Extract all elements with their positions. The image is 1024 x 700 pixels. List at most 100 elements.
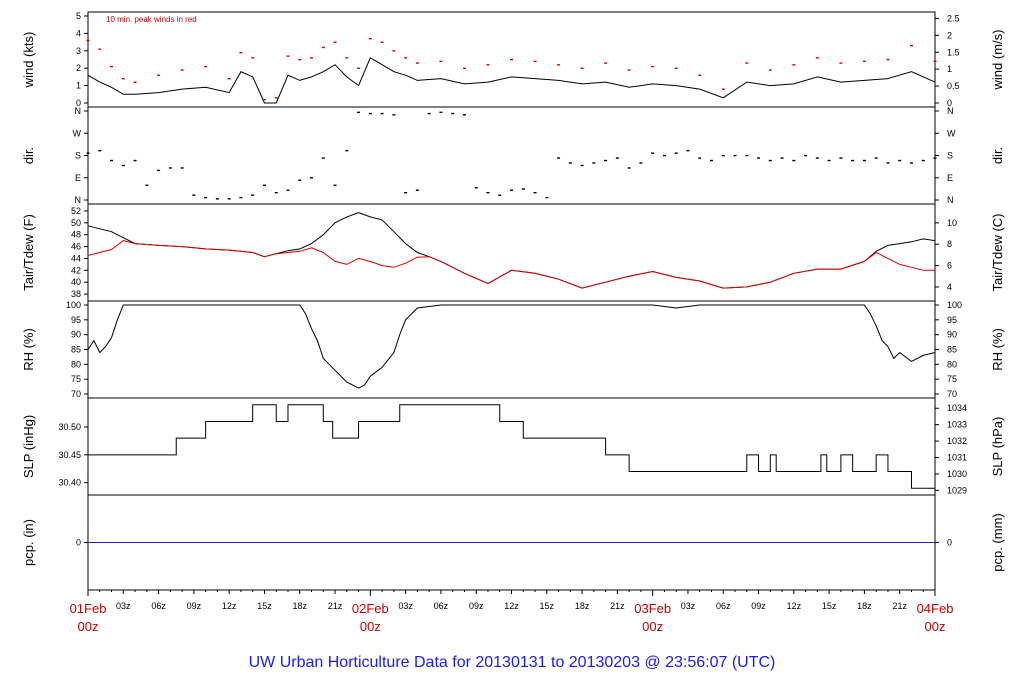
direction-point — [121, 164, 125, 167]
direction-point — [168, 167, 172, 169]
direction-point — [274, 191, 278, 194]
peak-point — [157, 74, 161, 76]
chart-title: UW Urban Horticulture Data for 20130131 … — [249, 654, 776, 671]
peak-point — [674, 67, 678, 69]
direction-point — [333, 184, 337, 186]
peak-point — [286, 55, 290, 57]
direction-point — [921, 159, 925, 162]
right-tick-label: N — [947, 106, 954, 116]
direction-point — [827, 159, 831, 162]
direction-point — [886, 162, 890, 164]
direction-point — [98, 149, 102, 152]
peak-point — [909, 44, 913, 47]
peak-point — [180, 69, 184, 71]
peak-point — [239, 51, 243, 54]
right-tick-label: 75 — [947, 374, 957, 384]
right-tick-label: 6 — [947, 261, 952, 271]
peak-point — [392, 50, 396, 52]
direction-point — [521, 188, 525, 190]
peak-point — [933, 60, 937, 63]
x-hour-tick-label: 21z — [328, 601, 343, 611]
x-hour-tick-label: 03z — [681, 601, 696, 611]
peak-point — [321, 46, 325, 49]
direction-point — [592, 162, 596, 164]
right-tick-label: 8 — [947, 239, 952, 249]
wind-line — [87, 57, 936, 104]
peak-point — [839, 62, 843, 64]
x-hour-tick-label: 09z — [187, 601, 202, 611]
right-tick-label: 2.5 — [947, 13, 960, 23]
panel-wind: 0 1 2 3 4 5 0 0.5 1 1.5 2 2.5 wind (kts) wind (m/s) 10… — [21, 11, 1005, 108]
x-hour-tick-label: 15z — [540, 601, 555, 611]
peak-point — [333, 41, 337, 43]
direction-point — [474, 187, 478, 189]
right-axis-label: wind (m/s) — [990, 30, 1005, 91]
x-hour-tick-label: 09z — [469, 601, 484, 611]
direction-point — [768, 159, 772, 162]
direction-point — [580, 164, 584, 167]
direction-point — [662, 154, 666, 157]
peak-point — [404, 57, 408, 59]
direction-point — [157, 169, 161, 172]
left-tick-label: 50 — [71, 218, 81, 228]
left-tick-label: N — [75, 106, 82, 116]
right-tick-label: 1033 — [947, 420, 967, 430]
direction-point — [757, 157, 761, 159]
left-tick-label: 48 — [71, 230, 81, 240]
peak-point — [651, 65, 655, 68]
direction-point — [745, 154, 749, 157]
left-tick-label: 38 — [71, 289, 81, 299]
peak-point — [204, 65, 208, 68]
direction-point — [533, 191, 537, 194]
x-hour-tick-label: 18z — [292, 601, 307, 611]
x-hour-tick-label: 18z — [575, 601, 590, 611]
right-tick-label: 100 — [947, 300, 962, 310]
direction-point — [286, 189, 290, 191]
left-tick-label: 52 — [71, 206, 81, 216]
left-tick-label: 4 — [76, 28, 81, 38]
x-hour-tick-label: 06z — [716, 601, 731, 611]
peak-point — [380, 41, 384, 43]
left-tick-label: 0 — [76, 98, 81, 108]
direction-point — [651, 152, 655, 154]
x-date-label: 03Feb — [634, 601, 671, 616]
peak-point — [98, 48, 102, 50]
direction-point — [721, 154, 725, 157]
x-hour-tick-label: 21z — [610, 601, 625, 611]
x-hour-label: 00z — [925, 619, 946, 634]
direction-point — [392, 114, 396, 116]
direction-point — [780, 157, 784, 159]
direction-point — [545, 196, 549, 199]
peak-point — [251, 57, 255, 59]
Tdew-line — [87, 240, 935, 289]
direction-point — [380, 112, 384, 115]
left-tick-label: 42 — [71, 265, 81, 275]
direction-point — [462, 114, 466, 116]
peak-point — [227, 78, 231, 80]
right-tick-label: 90 — [947, 330, 957, 340]
direction-point — [357, 111, 361, 114]
right-axis-label: Tair/Tdew (C) — [990, 213, 1005, 291]
right-tick-label: 4 — [947, 282, 952, 292]
panel-frame — [87, 203, 936, 302]
x-date-label: 04Feb — [917, 601, 954, 616]
right-tick-label: 0 — [947, 98, 952, 108]
right-tick-label: 1034 — [947, 403, 967, 413]
right-tick-label: S — [947, 151, 953, 161]
right-tick-label: N — [947, 195, 954, 205]
direction-point — [851, 159, 855, 162]
x-hour-tick-label: 18z — [857, 601, 872, 611]
left-tick-label: 3 — [76, 46, 81, 56]
direction-point — [345, 149, 349, 152]
peak-point — [557, 64, 561, 66]
peak-point — [310, 57, 314, 59]
right-axis-label: RH (%) — [990, 328, 1005, 371]
direction-point — [110, 159, 114, 162]
peak-point — [368, 38, 372, 40]
left-tick-label: S — [75, 151, 81, 161]
panel-frame — [87, 106, 936, 205]
panel-frame — [87, 300, 936, 399]
peak-point — [886, 58, 890, 61]
direction-point — [898, 159, 902, 162]
